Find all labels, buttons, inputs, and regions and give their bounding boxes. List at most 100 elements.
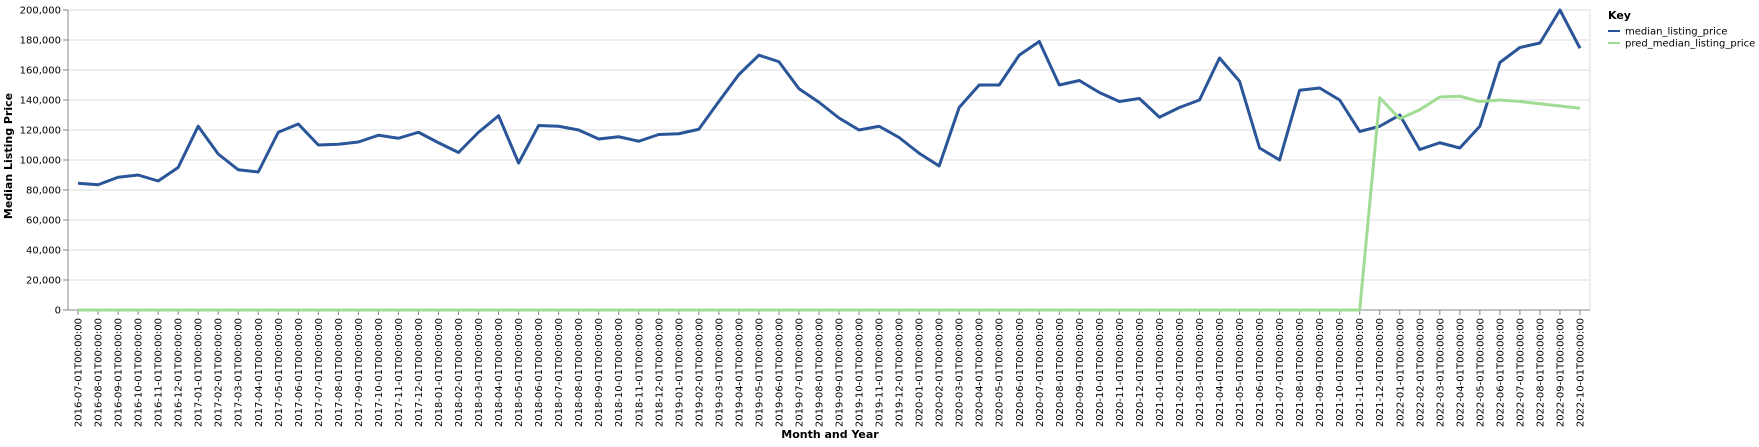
x-tick-label: 2017-12-01T00:00:00 bbox=[414, 318, 425, 427]
x-tick-label: 2022-02-01T00:00:00 bbox=[1415, 318, 1426, 427]
x-axis: 2016-07-01T00:00:00 2016-08-01T00:00:00 20… bbox=[68, 309, 1590, 427]
x-tick-label: 2016-12-01T00:00:00 bbox=[174, 318, 185, 427]
x-tick-label: 2022-05-01T00:00:00 bbox=[1475, 318, 1486, 427]
series-lines bbox=[77, 8, 1582, 312]
x-tick-label: 2018-08-01T00:00:00 bbox=[574, 318, 585, 427]
x-tick-label: 2020-09-01T00:00:00 bbox=[1075, 318, 1086, 427]
x-tick-label: 2018-02-01T00:00:00 bbox=[454, 318, 465, 427]
x-tick-label: 2018-07-01T00:00:00 bbox=[554, 318, 565, 427]
x-tick-label: 2021-03-01T00:00:00 bbox=[1195, 318, 1206, 427]
y-tick-label: 180,000 bbox=[20, 36, 61, 47]
x-tick-label: 2017-02-01T00:00:00 bbox=[214, 318, 225, 427]
x-tick-label: 2019-04-01T00:00:00 bbox=[734, 318, 745, 427]
x-tick-label: 2020-01-01T00:00:00 bbox=[915, 318, 926, 427]
grid bbox=[67, 9, 1591, 311]
x-tick-label: 2022-04-01T00:00:00 bbox=[1455, 318, 1466, 427]
x-tick-label: 2018-03-01T00:00:00 bbox=[474, 318, 485, 427]
legend: Key median_listing_pricepred_median_list… bbox=[1608, 9, 1755, 50]
x-tick-label: 2017-06-01T00:00:00 bbox=[294, 318, 305, 427]
x-tick-label: 2016-09-01T00:00:00 bbox=[114, 318, 125, 427]
x-tick-label: 2020-11-01T00:00:00 bbox=[1115, 318, 1126, 427]
legend-label: median_listing_price bbox=[1625, 27, 1728, 38]
x-tick-label: 2022-08-01T00:00:00 bbox=[1535, 318, 1546, 427]
x-tick-label: 2020-04-01T00:00:00 bbox=[975, 318, 986, 427]
x-tick-label: 2018-11-01T00:00:00 bbox=[634, 318, 645, 427]
x-tick-label: 2021-01-01T00:00:00 bbox=[1155, 318, 1166, 427]
y-tick-label: 40,000 bbox=[26, 246, 61, 257]
x-tick-label: 2017-08-01T00:00:00 bbox=[334, 318, 345, 427]
x-tick-label: 2021-08-01T00:00:00 bbox=[1295, 318, 1306, 427]
y-tick-label: 0 bbox=[55, 306, 61, 317]
x-tick-label: 2019-01-01T00:00:00 bbox=[674, 318, 685, 427]
legend-title: Key bbox=[1608, 9, 1631, 22]
series-line-median-listing-price bbox=[77, 8, 1582, 187]
x-tick-label: 2022-06-01T00:00:00 bbox=[1495, 318, 1506, 427]
x-tick-label: 2022-01-01T00:00:00 bbox=[1395, 318, 1406, 427]
x-tick-label: 2021-12-01T00:00:00 bbox=[1375, 318, 1386, 427]
x-tick-label: 2019-03-01T00:00:00 bbox=[714, 318, 725, 427]
x-tick-label: 2020-07-01T00:00:00 bbox=[1035, 318, 1046, 427]
x-tick-label: 2020-03-01T00:00:00 bbox=[955, 318, 966, 427]
y-tick-label: 160,000 bbox=[20, 66, 61, 77]
x-tick-label: 2022-03-01T00:00:00 bbox=[1435, 318, 1446, 427]
x-tick-label: 2017-07-01T00:00:00 bbox=[314, 318, 325, 427]
x-tick-label: 2020-10-01T00:00:00 bbox=[1095, 318, 1106, 427]
x-tick-label: 2018-04-01T00:00:00 bbox=[494, 318, 505, 427]
x-tick-label: 2016-10-01T00:00:00 bbox=[134, 318, 145, 427]
x-tick-label: 2020-06-01T00:00:00 bbox=[1015, 318, 1026, 427]
series-line-pred-median-listing-price bbox=[78, 94, 1581, 312]
x-tick-label: 2021-05-01T00:00:00 bbox=[1235, 318, 1246, 427]
x-tick-label: 2020-08-01T00:00:00 bbox=[1055, 318, 1066, 427]
x-tick-label: 2018-09-01T00:00:00 bbox=[594, 318, 605, 427]
x-tick-label: 2022-09-01T00:00:00 bbox=[1555, 318, 1566, 427]
x-tick-label: 2019-11-01T00:00:00 bbox=[875, 318, 886, 427]
x-tick-label: 2018-01-01T00:00:00 bbox=[434, 318, 445, 427]
x-tick-label: 2021-09-01T00:00:00 bbox=[1315, 318, 1326, 427]
x-tick-label: 2021-06-01T00:00:00 bbox=[1255, 318, 1266, 427]
x-tick-label: 2019-02-01T00:00:00 bbox=[694, 318, 705, 427]
y-tick-label: 100,000 bbox=[20, 156, 61, 167]
x-tick-label: 2019-07-01T00:00:00 bbox=[794, 318, 805, 427]
x-tick-label: 2017-10-01T00:00:00 bbox=[374, 318, 385, 427]
x-tick-label: 2016-08-01T00:00:00 bbox=[94, 318, 105, 427]
x-tick-label: 2016-07-01T00:00:00 bbox=[74, 318, 85, 427]
y-tick-label: 200,000 bbox=[20, 6, 61, 17]
y-axis-title: Median Listing Price bbox=[2, 93, 15, 219]
x-tick-label: 2019-10-01T00:00:00 bbox=[855, 318, 866, 427]
x-tick-label: 2019-12-01T00:00:00 bbox=[895, 318, 906, 427]
x-tick-label: 2018-12-01T00:00:00 bbox=[654, 318, 665, 427]
x-tick-label: 2021-02-01T00:00:00 bbox=[1175, 318, 1186, 427]
y-tick-label: 60,000 bbox=[26, 216, 61, 227]
x-tick-label: 2016-11-01T00:00:00 bbox=[154, 318, 165, 427]
y-tick-label: 20,000 bbox=[26, 276, 61, 287]
x-tick-label: 2021-10-01T00:00:00 bbox=[1335, 318, 1346, 427]
x-tick-label: 2017-09-01T00:00:00 bbox=[354, 318, 365, 427]
x-tick-label: 2022-07-01T00:00:00 bbox=[1515, 318, 1526, 427]
x-tick-label: 2019-09-01T00:00:00 bbox=[835, 318, 846, 427]
x-tick-label: 2021-04-01T00:00:00 bbox=[1215, 318, 1226, 427]
x-tick-label: 2021-07-01T00:00:00 bbox=[1275, 318, 1286, 427]
x-tick-label: 2020-02-01T00:00:00 bbox=[935, 318, 946, 427]
y-tick-label: 80,000 bbox=[26, 186, 61, 197]
legend-label: pred_median_listing_price bbox=[1625, 39, 1755, 50]
x-tick-label: 2020-12-01T00:00:00 bbox=[1135, 318, 1146, 427]
x-tick-label: 2017-03-01T00:00:00 bbox=[234, 318, 245, 427]
x-tick-label: 2017-01-01T00:00:00 bbox=[194, 318, 205, 427]
x-tick-label: 2018-06-01T00:00:00 bbox=[534, 318, 545, 427]
x-tick-label: 2017-05-01T00:00:00 bbox=[274, 318, 285, 427]
x-tick-label: 2018-05-01T00:00:00 bbox=[514, 318, 525, 427]
x-tick-label: 2019-05-01T00:00:00 bbox=[754, 318, 765, 427]
x-tick-label: 2019-06-01T00:00:00 bbox=[774, 318, 785, 427]
x-tick-label: 2017-11-01T00:00:00 bbox=[394, 318, 405, 427]
x-tick-label: 2021-11-01T00:00:00 bbox=[1355, 318, 1366, 427]
y-axis: 0 20,000 40,000 60,000 80,000 100,000 120,000 1… bbox=[20, 6, 69, 317]
x-tick-label: 2019-08-01T00:00:00 bbox=[814, 318, 825, 427]
x-tick-label: 2020-05-01T00:00:00 bbox=[995, 318, 1006, 427]
y-tick-label: 140,000 bbox=[20, 96, 61, 107]
x-axis-title: Month and Year bbox=[781, 428, 879, 441]
y-tick-label: 120,000 bbox=[20, 126, 61, 137]
x-tick-label: 2018-10-01T00:00:00 bbox=[614, 318, 625, 427]
x-tick-label: 2017-04-01T00:00:00 bbox=[254, 318, 265, 427]
x-tick-label: 2022-10-01T00:00:00 bbox=[1575, 318, 1586, 427]
